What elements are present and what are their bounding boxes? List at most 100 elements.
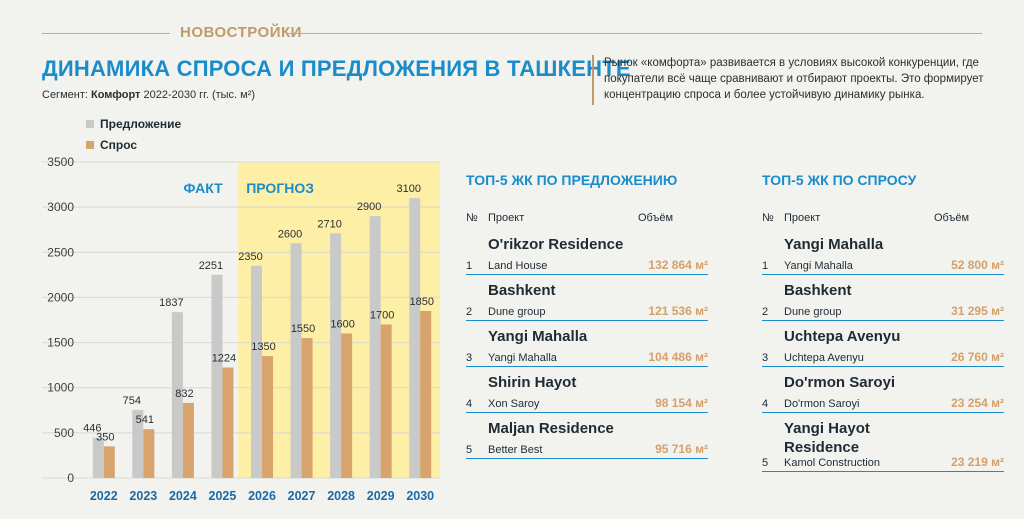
subtitle-segment: Комфорт [90, 89, 141, 101]
demand-bar [380, 324, 392, 478]
y-tick-label: 2000 [47, 290, 74, 304]
table-row: 5 Maljan Residence Better Best 95 716 м² [466, 414, 708, 459]
demand-bar [341, 333, 353, 478]
x-tick-label: 2029 [367, 489, 395, 503]
supply-value-label: 446 [83, 423, 101, 435]
project-name: Yangi Hayot Residence [784, 420, 870, 456]
row-number: 2 [466, 306, 473, 318]
demand-col-num: № [762, 212, 774, 224]
supply-value-label: 3100 [396, 183, 420, 195]
volume-value: 121 536 м² [648, 304, 708, 318]
developer-name: Uchtepa Avenyu [784, 352, 864, 364]
row-number: 3 [466, 352, 473, 364]
table-row: 4 Shirin Hayot Xon Saroy 98 154 м² [466, 368, 708, 413]
volume-value: 23 254 м² [951, 396, 1004, 410]
demand-bar [182, 402, 194, 478]
x-tick-label: 2027 [288, 489, 316, 503]
developer-name: Dune group [488, 306, 546, 318]
supply-col-project: Проект [488, 212, 525, 224]
volume-value: 52 800 м² [951, 258, 1004, 272]
project-name: Bashkent [488, 282, 556, 299]
demand-value-label: 1600 [330, 319, 354, 331]
supply-table-title: ТОП-5 ЖК ПО ПРЕДЛОЖЕНИЮ [466, 172, 678, 188]
section-label: НОВОСТРОЙКИ [180, 24, 302, 41]
chart-annotations: ФАКТ ПРОГНОЗ [184, 180, 315, 196]
row-number: 2 [762, 306, 769, 318]
supply-bar [409, 198, 421, 478]
supply-bar [369, 216, 381, 478]
developer-name: Yangi Mahalla [488, 352, 557, 364]
volume-value: 98 154 м² [655, 396, 708, 410]
row-number: 4 [466, 398, 473, 410]
x-tick-label: 2024 [169, 489, 197, 503]
legend-label: Спрос [100, 138, 137, 152]
demand-value-label: 1350 [251, 341, 275, 353]
forecast-annotation: ПРОГНОЗ [246, 180, 314, 196]
supply-bar [290, 243, 302, 478]
supply-value-label: 754 [123, 395, 141, 407]
page-title: ДИНАМИКА СПРОСА И ПРЕДЛОЖЕНИЯ В ТАШКЕНТЕ [42, 56, 631, 81]
table-row: 1 O'rikzor Residence Land House 132 864 м² [466, 230, 708, 275]
volume-value: 31 295 м² [951, 304, 1004, 318]
y-tick-label: 3000 [47, 200, 74, 214]
demand-bar [143, 429, 155, 478]
chart-x-ticks: 2022 2023 2024 2025 2026 2027 2028 2029 2030 [90, 489, 434, 503]
supply-value-label: 1837 [159, 297, 183, 309]
top-rule-left [42, 33, 170, 34]
volume-value: 26 760 м² [951, 350, 1004, 364]
legend-label: Предложение [100, 117, 182, 131]
volume-value: 95 716 м² [655, 442, 708, 456]
project-name: Bashkent [784, 282, 852, 299]
table-row: 2 Bashkent Dune group 121 536 м² [466, 276, 708, 321]
description: Рынок «комфорта» развивается в условиях … [604, 57, 984, 101]
demand-bar [262, 356, 273, 478]
row-number: 3 [762, 352, 769, 364]
table-row: 4 Do'rmon Saroyi Do'rmon Saroyi 23 254 м² [762, 368, 1004, 413]
volume-value: 23 219 м² [951, 455, 1004, 469]
supply-bar [211, 274, 223, 478]
subtitle: Сегмент: Комфорт 2022-2030 гг. (тыс. м²) [42, 89, 255, 101]
x-tick-label: 2022 [90, 489, 118, 503]
table-row: 1 Yangi Mahalla Yangi Mahalla 52 800 м² [762, 230, 1004, 275]
demand-col-project: Проект [784, 212, 821, 224]
table-row: 2 Bashkent Dune group 31 295 м² [762, 276, 1004, 321]
demand-table-title: ТОП-5 ЖК ПО СПРОСУ [762, 172, 917, 188]
table-row: 5 Yangi Hayot Residence Kamol Construction… [762, 414, 1004, 472]
project-name: Yangi Mahalla [784, 236, 884, 253]
legend-swatch [86, 141, 94, 149]
legend-swatch [86, 120, 94, 128]
supply-value-label: 2600 [278, 228, 302, 240]
developer-name: Dune group [784, 306, 842, 318]
top-rule-right [288, 33, 982, 34]
supply-bar [132, 409, 144, 478]
supply-col-num: № [466, 212, 478, 224]
supply-value-label: 2251 [199, 260, 223, 272]
subtitle-suffix: 2022-2030 гг. (тыс. м²) [140, 89, 256, 101]
demand-value-label: 1700 [370, 310, 394, 322]
supply-value-label: 2710 [317, 218, 341, 230]
developer-name: Yangi Mahalla [784, 260, 853, 272]
y-tick-label: 2500 [47, 245, 74, 259]
developer-name: Land House [488, 260, 548, 272]
y-tick-label: 1500 [47, 336, 74, 350]
row-number: 1 [762, 260, 769, 272]
supply-value-label: 2900 [357, 201, 381, 213]
demand-value-label: 541 [136, 414, 154, 426]
demand-value-label: 1550 [291, 323, 315, 335]
demand-bar [222, 367, 234, 478]
project-name: Uchtepa Avenyu [784, 328, 901, 345]
developer-name: Better Best [488, 444, 543, 456]
project-name: Do'rmon Saroyi [784, 374, 896, 391]
demand-bar [103, 446, 115, 478]
table-row: 3 Yangi Mahalla Yangi Mahalla 104 486 м² [466, 322, 708, 367]
row-number: 5 [466, 444, 473, 456]
developer-name: Do'rmon Saroyi [784, 398, 860, 410]
demand-bar [420, 310, 432, 478]
supply-value-label: 2350 [238, 251, 262, 263]
demand-value-label: 1224 [212, 352, 236, 364]
chart-bars [92, 198, 432, 478]
supply-bar [251, 265, 262, 478]
row-number: 4 [762, 398, 769, 410]
